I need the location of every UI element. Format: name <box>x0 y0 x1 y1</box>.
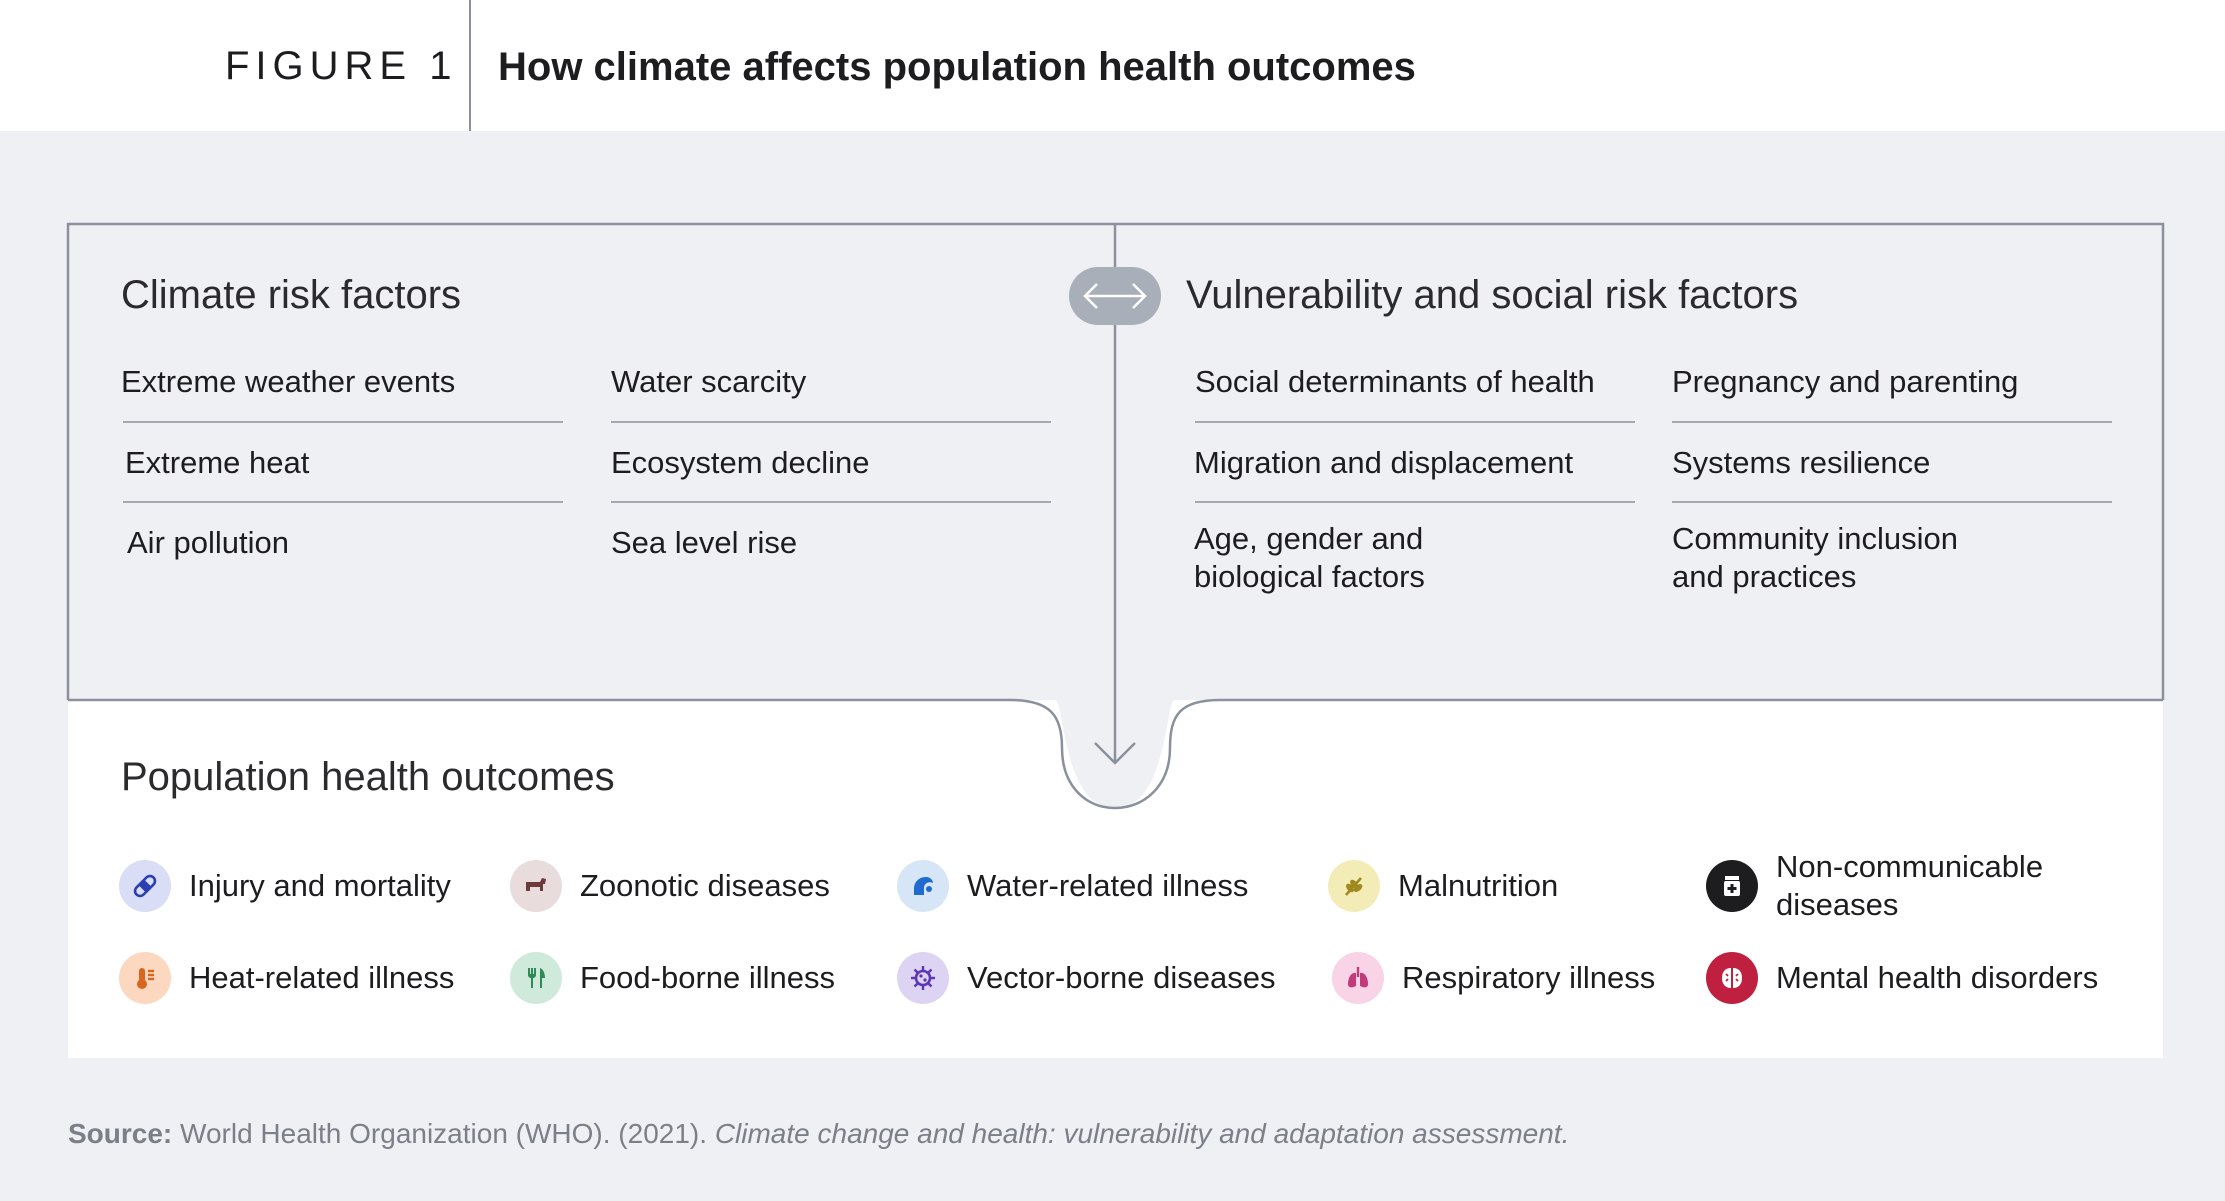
outcome-label: Water-related illness <box>967 868 1249 903</box>
source-text: World Health Organization (WHO). (2021). <box>172 1118 715 1149</box>
outcome-item: Non-communicable diseases <box>1706 849 2076 922</box>
divider <box>1195 421 1635 423</box>
vulnerability-factor: Community inclusion and practices <box>1672 521 1958 594</box>
outcome-item: Injury and mortality <box>119 858 451 914</box>
thermometer-icon <box>119 952 171 1004</box>
vulnerability-factor: Migration and displacement <box>1194 445 1574 480</box>
divider <box>1195 501 1635 503</box>
vulnerability-factor: Social determinants of health <box>1195 364 1595 399</box>
brain-icon <box>1706 952 1758 1004</box>
medicine-icon <box>1706 860 1758 912</box>
wave-icon <box>897 860 949 912</box>
outcome-label: Non-communicable diseases <box>1776 849 2044 922</box>
outcome-item: Vector-borne diseases <box>897 950 1275 1006</box>
vulnerability-factor: Systems resilience <box>1672 445 1931 480</box>
climate-heading: Climate risk factors <box>121 273 462 317</box>
outcome-label: Mental health disorders <box>1776 960 2099 995</box>
frame-bottom-curve <box>68 698 2163 810</box>
vulnerability-factor: Pregnancy and parenting <box>1672 364 2019 399</box>
climate-factor: Sea level rise <box>611 525 798 560</box>
bidirectional-arrow-icon <box>1069 267 1161 325</box>
down-arrow-icon <box>1094 742 1136 765</box>
outcome-label: Zoonotic diseases <box>580 868 830 903</box>
source-prefix: Source: <box>68 1118 173 1149</box>
outcome-label: Malnutrition <box>1398 868 1559 903</box>
outcome-item: Malnutrition <box>1328 858 1558 914</box>
outcome-item: Zoonotic diseases <box>510 858 830 914</box>
outcome-label: Food-borne illness <box>580 960 836 995</box>
header-divider <box>469 0 471 131</box>
climate-factor: Air pollution <box>127 525 289 560</box>
outcome-label: Vector-borne diseases <box>967 960 1276 995</box>
climate-factor: Extreme heat <box>125 445 310 480</box>
fork-knife-icon <box>510 952 562 1004</box>
outcome-item: Mental health disorders <box>1706 950 2098 1006</box>
climate-factor: Extreme weather events <box>121 364 456 399</box>
divider <box>1672 501 2112 503</box>
outcome-label: Heat-related illness <box>189 960 455 995</box>
outcomes-panel <box>68 700 2163 1058</box>
divider <box>123 421 563 423</box>
outcome-item: Food-borne illness <box>510 950 835 1006</box>
source-note: Source: World Health Organization (WHO).… <box>68 1118 1569 1150</box>
climate-factor: Water scarcity <box>611 364 807 399</box>
divider <box>611 421 1051 423</box>
wheat-icon <box>1328 860 1380 912</box>
lungs-icon <box>1332 952 1384 1004</box>
outcome-label: Respiratory illness <box>1402 960 1656 995</box>
figure-label: FIGURE 1 <box>225 44 458 88</box>
divider <box>1672 421 2112 423</box>
vulnerability-heading: Vulnerability and social risk factors <box>1186 273 1799 317</box>
figure-title: How climate affects population health ou… <box>498 45 1416 89</box>
outcome-item: Respiratory illness <box>1332 950 1655 1006</box>
figure-header: FIGURE 1 How climate affects population … <box>0 0 2225 131</box>
climate-factor: Ecosystem decline <box>611 445 870 480</box>
bandage-icon <box>119 860 171 912</box>
source-title: Climate change and health: vulnerability… <box>714 1118 1570 1149</box>
vulnerability-factor: Age, gender and biological factors <box>1194 521 1425 594</box>
divider <box>611 501 1051 503</box>
virus-icon <box>897 952 949 1004</box>
animal-icon <box>510 860 562 912</box>
outcome-label: Injury and mortality <box>189 868 451 903</box>
outcomes-heading: Population health outcomes <box>121 755 615 799</box>
divider <box>123 501 563 503</box>
outcome-item: Water-related illness <box>897 858 1248 914</box>
outcome-item: Heat-related illness <box>119 950 454 1006</box>
